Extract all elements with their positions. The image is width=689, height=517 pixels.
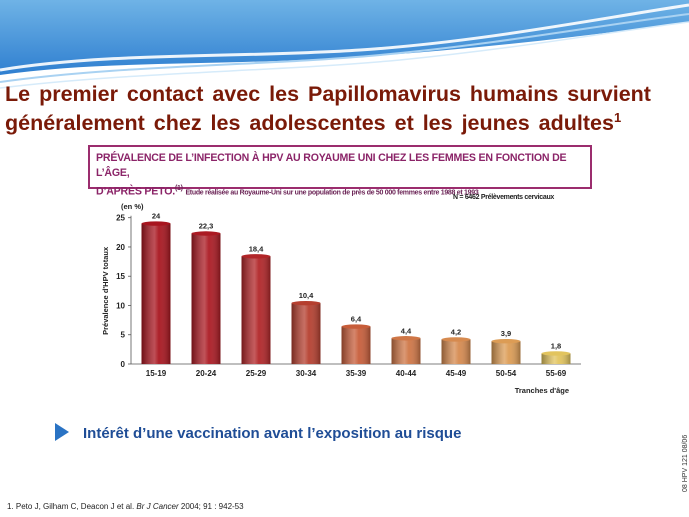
chart-heading: PRÉVALENCE DE L’INFECTION À HPV AU ROYAU… [96, 151, 586, 201]
data-label-20-24: 22,3 [199, 222, 214, 231]
bar-cap-55-69 [541, 351, 571, 356]
slide-title-line1: Le premier contact avec les Papillomavir… [5, 82, 651, 106]
chart-heading-box: PRÉVALENCE DE L’INFECTION À HPV AU ROYAU… [88, 145, 592, 198]
bar-shading-20-24 [191, 233, 221, 364]
data-label-55-69: 1,8 [551, 341, 561, 350]
data-label-15-19: 24 [152, 212, 161, 221]
footnote-authors: 1. Peto J, Gilham C, Deacon J et al. [7, 502, 135, 511]
y-tick-label: 25 [116, 214, 125, 223]
data-label-30-34: 10,4 [299, 291, 314, 300]
slide-title-line2: généralement chez les adolescentes et le… [5, 111, 614, 135]
x-tick-label-45-49: 45-49 [446, 369, 467, 378]
y-tick-label: 15 [116, 272, 125, 281]
slide-title-reference: 1 [613, 109, 622, 125]
footnote-details: 2004; 91 : 942-53 [178, 502, 244, 511]
prevalence-bar-chart: 0 5 10 15 20 25 (en %) Prévalence d'HPV totaux 2… [101, 202, 581, 395]
y-tick-label: 5 [121, 331, 126, 340]
data-label-35-39: 6,4 [351, 315, 362, 324]
bar-shading-35-39 [341, 326, 371, 364]
data-label-50-54: 3,9 [501, 329, 511, 338]
x-tick-label-55-69: 55-69 [546, 369, 567, 378]
bar-cap-15-19 [141, 221, 171, 226]
side-reference-code: 08 HPV 121 08/06 [682, 434, 689, 492]
bullet-text: Intérêt d’une vaccination avant l’exposi… [83, 425, 462, 442]
y-unit-label: (en %) [121, 202, 144, 211]
y-tick-label: 10 [116, 301, 125, 310]
x-tick-label-35-39: 35-39 [346, 369, 367, 378]
decorative-wave-header [0, 0, 689, 89]
x-tick-label-20-24: 20-24 [196, 369, 217, 378]
data-label-45-49: 4,2 [451, 327, 461, 336]
slide-title: Le premier contact avec les Papillomavir… [5, 80, 685, 138]
data-label-25-29: 18,4 [249, 244, 264, 253]
bar-shading-55-69 [541, 353, 571, 364]
bar-shading-25-29 [241, 256, 271, 364]
footnote: 1. Peto J, Gilham C, Deacon J et al. Br … [7, 502, 244, 511]
bar-shading-40-44 [391, 338, 421, 364]
bar-shading-50-54 [491, 341, 521, 364]
bullet-point: Intérêt d’une vaccination avant l’exposi… [55, 423, 462, 443]
y-tick-label: 20 [116, 243, 125, 252]
bar-cap-40-44 [391, 336, 421, 341]
data-label-40-44: 4,4 [401, 326, 412, 335]
chart-heading-line1: PRÉVALENCE DE L’INFECTION À HPV AU ROYAU… [96, 152, 567, 179]
bar-cap-30-34 [291, 300, 321, 306]
footnote-journal: Br J Cancer [136, 502, 179, 511]
x-tick-label-25-29: 25-29 [246, 369, 267, 378]
y-axis-title: Prévalence d'HPV totaux [101, 246, 110, 335]
bar-shading-15-19 [141, 223, 171, 364]
x-tick-label-50-54: 50-54 [496, 369, 517, 378]
bar-shading-45-49 [441, 339, 471, 364]
x-tick-label-15-19: 15-19 [146, 369, 167, 378]
bar-cap-45-49 [441, 337, 471, 342]
chart-heading-reference: (1) [175, 185, 183, 192]
bar-cap-20-24 [191, 231, 221, 236]
bar-cap-50-54 [491, 338, 521, 344]
y-tick-label: 0 [121, 360, 126, 369]
bar-cap-35-39 [341, 324, 371, 329]
bar-shading-30-34 [291, 303, 321, 364]
x-axis-title: Tranches d'âge [515, 386, 569, 395]
bar-cap-25-29 [241, 254, 271, 259]
chart-heading-line2-lead: D’APRÈS PETO. [96, 185, 176, 198]
sample-size-note: N = 6462 Prélèvements cervicaux [453, 194, 555, 201]
x-tick-label-40-44: 40-44 [396, 369, 417, 378]
chart-heading-subtitle: Etude réalisée au Royaume-Uni sur une po… [185, 189, 479, 197]
x-tick-label-30-34: 30-34 [296, 369, 317, 378]
arrow-bullet-icon [55, 423, 69, 442]
